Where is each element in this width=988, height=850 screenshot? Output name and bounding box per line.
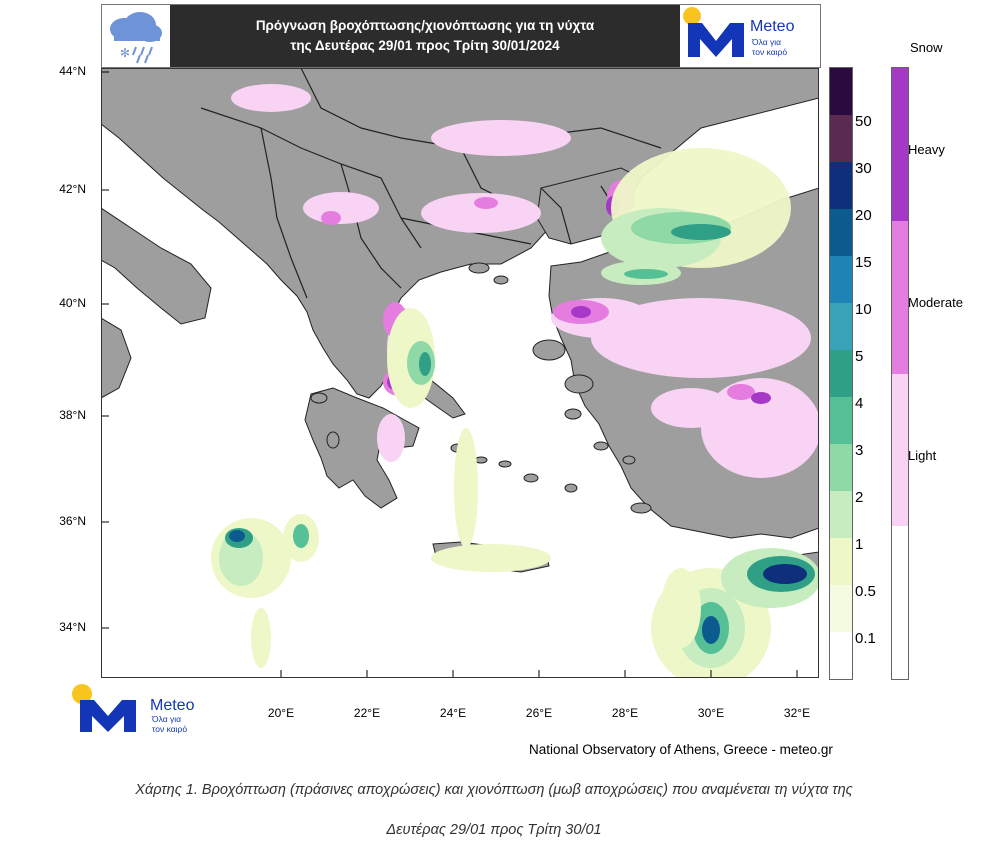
rain-legend-bar	[829, 67, 853, 680]
lat-label-36: 36°N	[59, 514, 86, 528]
lon-label-22: 22°E	[353, 706, 381, 720]
rain-legend-label: 10	[855, 301, 872, 318]
lat-label-40: 40°N	[59, 296, 86, 310]
svg-text:✻: ✻	[120, 46, 130, 60]
meteo-logo: Meteo Όλα για τον καιρό	[683, 7, 795, 57]
lon-label-20: 20°E	[267, 706, 295, 720]
logo-m-icon	[80, 700, 136, 732]
snow-legend-swatch	[892, 374, 908, 526]
lon-label-26: 26°E	[525, 706, 553, 720]
lat-label-44: 44°N	[59, 64, 86, 78]
rain-legend-label: 2	[855, 489, 864, 506]
rain-legend-swatch	[830, 68, 852, 115]
logo-sun-icon	[683, 7, 701, 25]
precipitation-map	[101, 68, 819, 678]
rain-legend-label: 0.5	[855, 583, 876, 600]
rain-legend-swatch	[830, 632, 852, 679]
map-caption-line-1: Χάρτης 1. Βροχόπτωση (πράσινες αποχρώσει…	[135, 782, 853, 798]
logo-tagline-1: Όλα για	[151, 714, 181, 724]
map-title-line-1: Πρόγνωση βροχόπτωσης/χιονόπτωσης για τη …	[255, 18, 595, 33]
rain-legend-label: 20	[855, 207, 872, 224]
map-title-line-2: της Δευτέρας 29/01 προς Τρίτη 30/01/2024	[290, 38, 560, 53]
rain-legend-label: 3	[855, 442, 864, 459]
lat-label-38: 38°N	[59, 408, 86, 422]
lat-label-34: 34°N	[59, 620, 86, 634]
snow-legend-bar	[891, 67, 909, 680]
snow-legend-swatch	[892, 68, 908, 221]
header-banner: ✻ Πρόγνωση βροχόπτωσης/χιονόπτωσης για τ…	[101, 4, 821, 68]
rain-legend-swatch	[830, 162, 852, 209]
rain-legend-swatch	[830, 585, 852, 632]
rain-legend-swatch	[830, 444, 852, 491]
meteo-logo-bottom: Meteo Όλα για τον καιρό	[72, 684, 195, 734]
rain-legend-swatch	[830, 115, 852, 162]
map-caption-line-2: Δευτέρας 29/01 προς Τρίτη 30/01	[386, 822, 602, 838]
rain-legend-label: 5	[855, 348, 864, 365]
rain-legend-swatch	[830, 256, 852, 303]
lon-label-24: 24°E	[439, 706, 467, 720]
snow-legend-swatch	[892, 526, 908, 679]
rain-legend-swatch	[830, 209, 852, 256]
rain-legend-label: 1	[855, 536, 864, 553]
snow-legend-title: Snow	[910, 40, 943, 55]
rain-legend-label: 4	[855, 395, 864, 412]
credit-text: National Observatory of Athens, Greece -…	[529, 742, 833, 757]
logo-name: Meteo	[150, 697, 195, 714]
map-ticks	[101, 71, 798, 678]
logo-tagline-2: τον καιρό	[152, 724, 187, 734]
rain-legend-label: 15	[855, 254, 872, 271]
snow-legend-label: Moderate	[908, 295, 963, 310]
lon-label-32: 32°E	[783, 706, 811, 720]
lon-label-28: 28°E	[611, 706, 639, 720]
rain-legend-label: 30	[855, 160, 872, 177]
logo-tagline-1: Όλα για	[751, 37, 781, 47]
rain-legend-swatch	[830, 538, 852, 585]
lat-label-42: 42°N	[59, 182, 86, 196]
snow-legend-label: Heavy	[908, 142, 945, 157]
logo-name: Meteo	[750, 18, 795, 35]
rain-legend-swatch	[830, 303, 852, 350]
logo-tagline-2: τον καιρό	[752, 47, 787, 57]
rain-legend-swatch	[830, 491, 852, 538]
logo-m-icon	[688, 23, 744, 57]
map-title: Πρόγνωση βροχόπτωσης/χιονόπτωσης για τη …	[170, 5, 680, 67]
snow-legend-label: Light	[908, 448, 937, 463]
rain-legend-label: 0.1	[855, 630, 876, 647]
rain-snow-cloud-icon: ✻	[102, 5, 170, 67]
rain-legend-swatch	[830, 397, 852, 444]
lon-label-30: 30°E	[697, 706, 725, 720]
snow-legend-swatch	[892, 221, 908, 374]
rain-legend-swatch	[830, 350, 852, 397]
rain-legend-label: 50	[855, 113, 872, 130]
logo-sun-icon	[72, 684, 92, 704]
rain-fields	[211, 148, 819, 678]
